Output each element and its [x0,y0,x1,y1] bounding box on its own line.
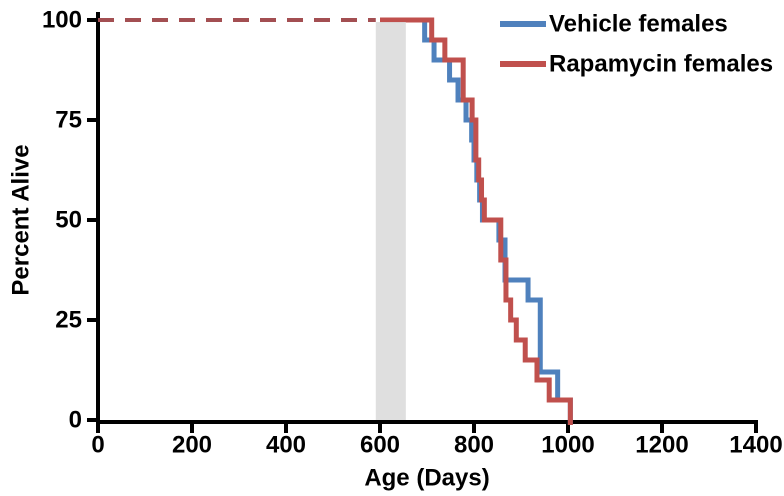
x-tick-label-0: 0 [91,432,104,459]
legend: Vehicle females Rapamycin females [500,11,773,78]
treatment-start-band [375,22,406,420]
x-tick-label-1400: 1400 [729,432,782,459]
plot-area: 0 200 400 600 800 1000 1200 1400 0 25 50 75 100 [42,7,783,459]
y-tick-label-100: 100 [42,7,82,34]
y-tick-label-50: 50 [55,207,82,234]
y-tick-label-75: 75 [55,107,82,134]
x-axis-title: Age (Days) [364,465,489,492]
x-tick-label-800: 800 [454,432,494,459]
x-tick-label-1000: 1000 [541,432,594,459]
x-tick-label-400: 400 [266,432,306,459]
legend-label-rapamycin: Rapamycin females [549,51,773,78]
x-tick-label-200: 200 [172,432,212,459]
legend-label-vehicle: Vehicle females [549,11,728,38]
rapamycin-females-curve [380,17,573,425]
vehicle-females-curve [380,17,573,425]
y-axis-title: Percent Alive [8,144,35,295]
x-tick-label-1200: 1200 [635,432,688,459]
y-tick-label-0: 0 [69,407,82,434]
y-tick-label-25: 25 [55,307,82,334]
x-tick-label-600: 600 [360,432,400,459]
